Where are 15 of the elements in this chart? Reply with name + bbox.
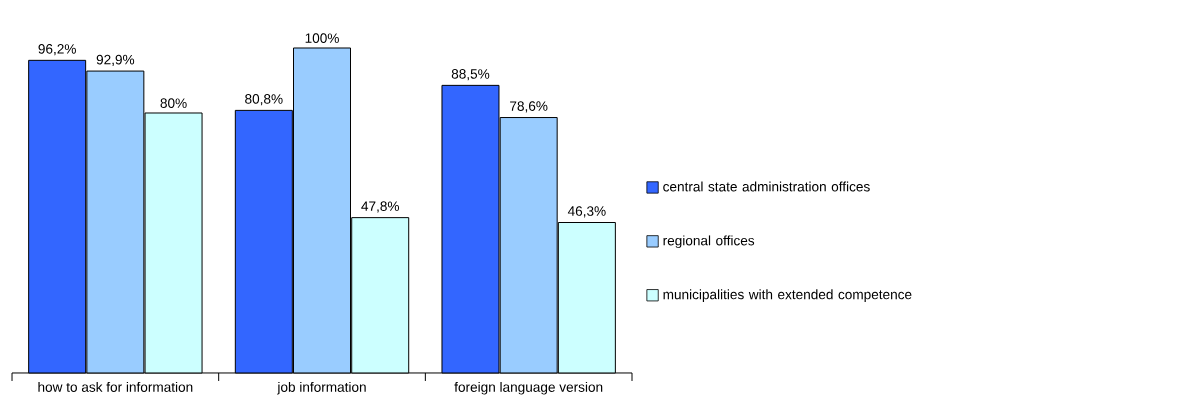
data-label: 46,3% bbox=[567, 206, 606, 218]
data-label: 47,8% bbox=[361, 201, 399, 213]
legend-label: regional offices bbox=[663, 235, 755, 249]
data-label: 96,2% bbox=[38, 44, 76, 56]
data-label: 80,8% bbox=[245, 94, 283, 106]
x-tick-label: how to ask for information bbox=[38, 381, 193, 392]
legend-label: central state administration offices bbox=[663, 181, 870, 192]
data-label: 78,6% bbox=[510, 101, 548, 113]
data-label: 88,5% bbox=[451, 69, 490, 81]
x-tick-label: foreign language version bbox=[454, 381, 603, 395]
data-label: 80% bbox=[160, 98, 187, 108]
data-label: 92,9% bbox=[96, 54, 135, 67]
legend-label: municipalities with extended competence bbox=[663, 289, 912, 302]
data-label: 100% bbox=[305, 33, 339, 43]
x-tick-label: job information bbox=[277, 381, 366, 395]
